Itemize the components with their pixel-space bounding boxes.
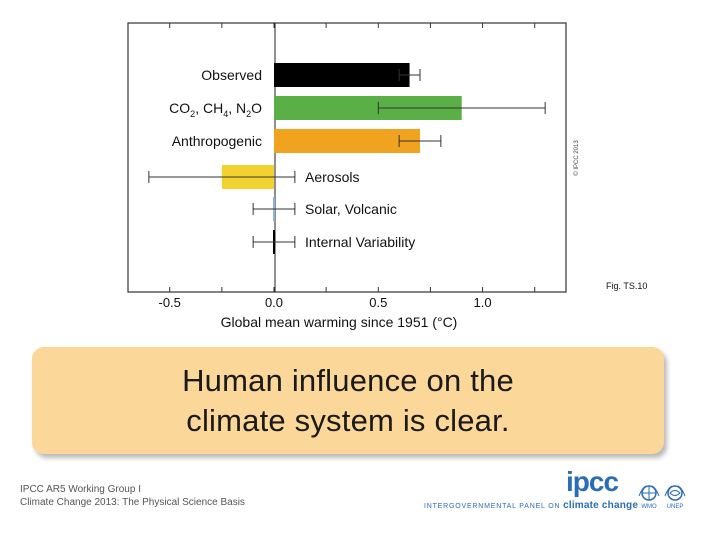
unep-text: UNEP xyxy=(666,504,684,510)
error-bar-aerosols xyxy=(148,171,296,183)
bar-label-observed: Observed xyxy=(201,67,262,83)
x-axis-label: Global mean warming since 1951 (°C) xyxy=(221,314,458,330)
conclusion-callout: Human influence on the climate system is… xyxy=(32,347,664,454)
x-tick-label: -0.5 xyxy=(159,295,181,310)
callout-line-1: Human influence on the xyxy=(182,362,514,398)
footer-citation: IPCC AR5 Working Group I Climate Change … xyxy=(20,483,245,509)
bar-anthropogenic xyxy=(274,129,420,153)
x-tick-label: 0.0 xyxy=(265,295,283,310)
callout-line-2: climate system is clear. xyxy=(186,402,510,438)
wmo-emblem-icon xyxy=(638,485,660,501)
error-bar-observed xyxy=(398,69,421,81)
error-bar-internal-variability xyxy=(252,236,296,248)
ipcc-full-pre: INTERGOVERNMENTAL PANEL ON xyxy=(424,503,561,510)
x-tick-label: 0.5 xyxy=(369,295,387,310)
error-bar-solar-volcanic xyxy=(252,203,296,215)
copyright-text: © IPCC 2013 xyxy=(573,140,580,176)
footer-line-2: Climate Change 2013: The Physical Scienc… xyxy=(20,497,245,508)
bar-label-aerosols: Aerosols xyxy=(305,169,359,185)
error-bar-co2-ch4-n2o xyxy=(377,102,546,114)
ipcc-full-name: INTERGOVERNMENTAL PANEL ON climate chang… xyxy=(424,500,638,511)
error-bar-anthropogenic xyxy=(398,135,442,147)
bar-observed xyxy=(274,63,410,87)
bar-label-co2-ch4-n2o: CO2, CH4, N2O xyxy=(169,100,262,119)
ipcc-full-post: climate change xyxy=(563,500,639,511)
unep-logo: UNEP xyxy=(662,484,688,510)
bar-label-anthropogenic: Anthropogenic xyxy=(172,133,262,149)
x-tick-label: 1.0 xyxy=(474,295,492,310)
wmo-logo: WMO xyxy=(636,484,662,510)
bar-label-internal-variability: Internal Variability xyxy=(305,234,415,250)
unep-emblem-icon xyxy=(664,485,686,501)
bar-chart: Observed CO2, CH4, N2O Anthropogenic Aeroso… xyxy=(127,22,647,330)
plot-frame xyxy=(127,22,567,293)
figure-label: Fig. TS.10 xyxy=(606,281,647,291)
bar-label-solar-volcanic: Solar, Volcanic xyxy=(305,201,397,217)
ipcc-logo: ipcc xyxy=(566,466,619,497)
wmo-text: WMO xyxy=(641,504,657,510)
footer-line-1: IPCC AR5 Working Group I xyxy=(20,484,141,495)
